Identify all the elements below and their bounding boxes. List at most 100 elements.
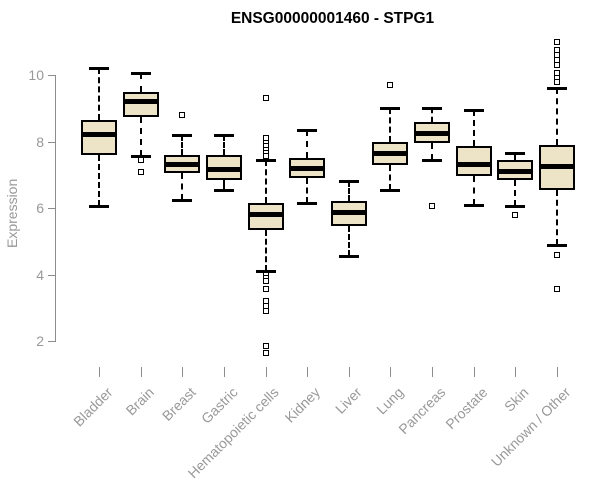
y-axis-line	[55, 75, 56, 342]
lower-whisker	[264, 229, 267, 272]
upper-whisker	[306, 129, 309, 159]
whisker-cap-top	[338, 180, 359, 184]
x-tick	[140, 367, 142, 377]
outlier-point	[262, 286, 269, 293]
whisker-cap-top	[297, 128, 318, 132]
x-tick	[432, 367, 434, 377]
y-tick	[48, 141, 55, 143]
outlier-point	[554, 38, 561, 45]
whisker-cap-bottom	[380, 188, 401, 192]
box-brain	[122, 91, 159, 117]
lower-whisker	[306, 178, 309, 203]
upper-whisker	[514, 153, 517, 160]
outlier-point	[137, 169, 144, 176]
median-prostate	[455, 162, 492, 168]
median-gastric	[205, 167, 242, 173]
outlier-point	[262, 153, 269, 160]
whisker-cap-top	[213, 133, 234, 137]
whisker-cap-bottom	[463, 203, 484, 207]
lower-whisker	[472, 176, 475, 205]
outlier-point	[554, 78, 561, 85]
lower-whisker	[389, 164, 392, 190]
x-tick-label-bladder: Bladder	[69, 384, 116, 430]
median-liver	[330, 210, 367, 216]
y-tick	[48, 208, 55, 209]
x-tick-label-prostate: Prostate	[441, 384, 491, 433]
lower-whisker	[98, 154, 100, 207]
whisker-cap-top	[463, 108, 484, 112]
whisker-cap-bottom	[172, 198, 193, 202]
median-hematopoietic-cells	[247, 212, 284, 218]
outlier-point	[387, 81, 394, 88]
median-brain	[122, 99, 159, 105]
outlier-point	[179, 111, 186, 118]
median-pancreas	[414, 130, 451, 136]
whisker-cap-top	[255, 158, 276, 162]
outlier-point	[554, 251, 561, 258]
upper-whisker	[556, 88, 559, 145]
y-tick-label: 6	[36, 200, 44, 216]
whisker-cap-top	[172, 133, 193, 137]
y-tick-label: 2	[36, 333, 44, 349]
whisker-cap-top	[130, 72, 151, 76]
median-skin	[497, 168, 534, 174]
whisker-cap-bottom	[505, 205, 526, 209]
whisker-cap-top	[380, 107, 401, 111]
x-tick-label-unknown-other: Unknown / Other	[487, 384, 574, 470]
lower-whisker	[139, 116, 142, 157]
upper-whisker	[264, 159, 267, 203]
y-tick-label: 10	[28, 67, 44, 83]
chart-title: ENSG00000001460 - STPG1	[230, 10, 435, 27]
whisker-cap-top	[505, 152, 526, 156]
upper-whisker	[98, 68, 100, 120]
outlier-point	[429, 203, 436, 210]
x-tick	[223, 367, 225, 377]
upper-whisker	[389, 108, 392, 142]
x-tick-label-lung: Lung	[373, 384, 407, 418]
x-tick-label-skin: Skin	[501, 384, 532, 415]
x-tick-label-brain: Brain	[122, 384, 157, 419]
median-bladder	[81, 132, 117, 138]
outlier-point	[554, 286, 561, 293]
whisker-cap-bottom	[422, 158, 443, 162]
whisker-cap-bottom	[547, 243, 568, 247]
x-tick	[182, 367, 184, 377]
y-tick	[48, 75, 55, 76]
lower-whisker	[181, 173, 184, 200]
upper-whisker	[472, 109, 475, 147]
outlier-point	[262, 308, 269, 315]
median-unknown-other	[539, 163, 576, 169]
median-breast	[164, 162, 201, 168]
outlier-point	[262, 349, 269, 356]
outlier-point	[262, 278, 269, 285]
whisker-cap-bottom	[130, 155, 151, 159]
outlier-point	[262, 95, 269, 102]
x-tick	[348, 367, 350, 377]
whisker-cap-bottom	[297, 202, 318, 205]
y-tick	[48, 341, 55, 342]
median-lung	[372, 150, 409, 156]
upper-whisker	[139, 73, 142, 92]
lower-whisker	[431, 143, 434, 160]
x-tick-label-kidney: Kidney	[281, 384, 324, 426]
whisker-cap-top	[547, 87, 568, 91]
box-prostate	[455, 146, 492, 177]
lower-whisker	[514, 179, 517, 207]
outlier-point	[512, 211, 519, 218]
upper-whisker	[222, 134, 225, 155]
outlier-point	[262, 342, 269, 349]
whisker-cap-top	[89, 67, 109, 71]
x-tick	[99, 367, 100, 377]
upper-whisker	[431, 108, 434, 122]
x-tick	[557, 367, 559, 377]
upper-whisker	[347, 181, 350, 202]
x-tick-label-liver: Liver	[332, 384, 366, 417]
upper-whisker	[181, 134, 184, 155]
lower-whisker	[222, 179, 225, 190]
lower-whisker	[347, 226, 350, 257]
y-tick	[48, 274, 55, 276]
x-tick	[307, 367, 309, 377]
whisker-cap-bottom	[213, 188, 234, 192]
median-kidney	[289, 165, 326, 171]
